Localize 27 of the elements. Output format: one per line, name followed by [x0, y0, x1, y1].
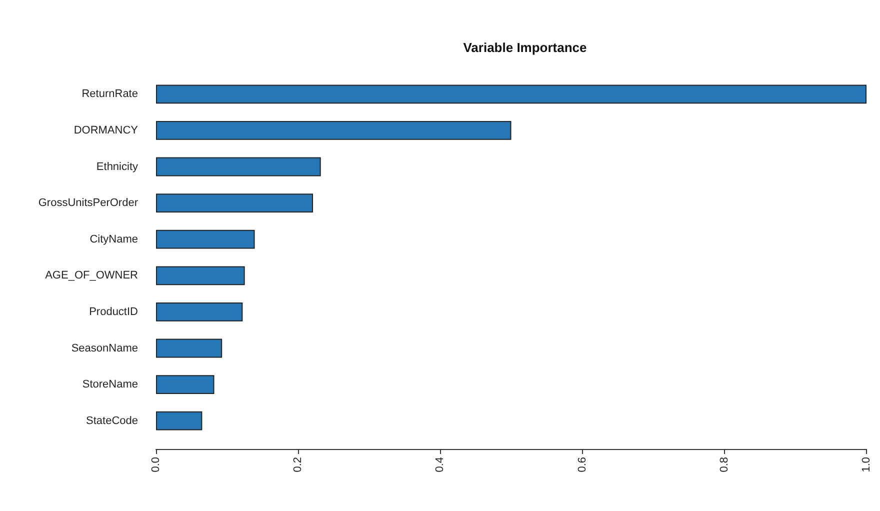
- bar: [156, 302, 243, 322]
- bar: [156, 411, 202, 430]
- x-tick-label: 0.6: [576, 457, 588, 472]
- y-tick-label: ReturnRate: [82, 88, 138, 100]
- y-tick-label: StateCode: [86, 414, 138, 427]
- x-tick-label: 1.0: [860, 457, 872, 472]
- bar: [156, 194, 314, 212]
- bar: [156, 375, 214, 394]
- y-tick-label: ProductID: [89, 306, 138, 318]
- bar: [156, 121, 512, 140]
- bar: [156, 84, 866, 104]
- y-tick-label: GrossUnitsPerOrder: [38, 197, 138, 210]
- bar: [156, 266, 245, 286]
- x-tick-label: 0.0: [150, 457, 162, 472]
- x-tick-label: 0.8: [718, 457, 730, 472]
- chart-title: Variable Importance: [463, 40, 587, 55]
- y-tick-label: AGE_OF_OWNER: [45, 270, 138, 282]
- x-tick-label: 0.2: [292, 457, 304, 472]
- bar: [156, 338, 222, 358]
- x-tick-label: 0.4: [434, 457, 446, 472]
- y-tick-label: DORMANCY: [74, 124, 139, 136]
- bar: [156, 157, 321, 176]
- bar: [156, 230, 255, 249]
- y-tick-label: CityName: [90, 233, 138, 246]
- y-tick-label: StoreName: [82, 378, 138, 391]
- y-tick-label: Ethnicity: [96, 160, 138, 173]
- y-tick-label: SeasonName: [71, 342, 138, 354]
